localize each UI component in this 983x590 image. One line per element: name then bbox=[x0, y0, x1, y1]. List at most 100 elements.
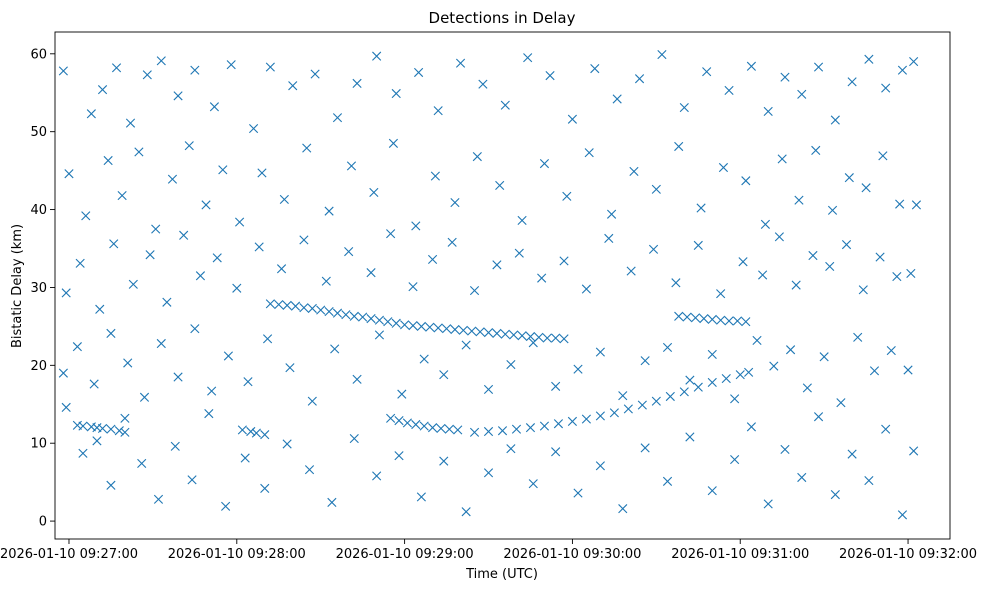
data-point bbox=[142, 70, 152, 80]
data-point bbox=[195, 271, 206, 281]
data-point bbox=[310, 69, 320, 79]
data-point bbox=[279, 194, 289, 205]
data-point bbox=[372, 471, 382, 481]
data-point bbox=[830, 115, 840, 125]
data-point bbox=[693, 382, 703, 392]
data-point bbox=[878, 151, 888, 161]
data-point bbox=[724, 85, 734, 95]
data-point bbox=[223, 351, 233, 361]
data-point bbox=[606, 209, 617, 219]
data-point bbox=[285, 363, 295, 373]
data-point bbox=[604, 233, 614, 243]
data-point bbox=[525, 423, 536, 433]
data-point bbox=[897, 65, 908, 75]
data-point bbox=[106, 480, 116, 490]
data-point bbox=[282, 300, 292, 310]
data-point bbox=[324, 307, 334, 317]
data-point bbox=[517, 331, 527, 341]
data-point bbox=[674, 141, 684, 152]
data-point bbox=[111, 63, 122, 73]
data-point bbox=[447, 237, 457, 247]
data-point bbox=[260, 430, 270, 440]
data-point bbox=[419, 354, 429, 364]
data-point bbox=[483, 384, 494, 395]
data-point bbox=[847, 449, 857, 459]
data-point bbox=[811, 145, 821, 155]
data-point bbox=[718, 162, 729, 173]
data-point bbox=[414, 67, 424, 78]
data-point bbox=[573, 364, 583, 374]
data-point bbox=[81, 211, 91, 221]
data-point bbox=[433, 323, 443, 333]
data-point bbox=[906, 268, 916, 279]
data-point bbox=[651, 396, 661, 406]
data-point bbox=[254, 242, 264, 252]
scatter-markers bbox=[58, 49, 922, 520]
data-point bbox=[125, 118, 136, 128]
data-point bbox=[679, 387, 689, 397]
data-point bbox=[909, 446, 919, 456]
data-point bbox=[909, 57, 919, 67]
data-point bbox=[366, 314, 376, 324]
data-point bbox=[609, 408, 619, 418]
data-point bbox=[439, 370, 449, 380]
x-tick-label: 2026-01-10 09:29:00 bbox=[336, 547, 474, 562]
data-point bbox=[321, 276, 331, 286]
data-point bbox=[506, 359, 516, 370]
data-point bbox=[374, 330, 385, 340]
data-point bbox=[386, 229, 396, 239]
y-tick-label: 50 bbox=[30, 125, 47, 140]
data-point bbox=[523, 53, 533, 63]
data-point bbox=[528, 479, 538, 489]
data-point bbox=[637, 400, 647, 410]
data-point bbox=[679, 102, 689, 113]
data-point bbox=[450, 324, 460, 335]
data-point bbox=[441, 324, 452, 334]
chart-title: Detections in Delay bbox=[429, 9, 576, 27]
data-point bbox=[769, 361, 779, 371]
data-point bbox=[137, 458, 147, 469]
data-point bbox=[97, 423, 108, 433]
data-point bbox=[702, 67, 712, 77]
data-point bbox=[106, 328, 116, 338]
data-point bbox=[699, 314, 709, 324]
data-point bbox=[366, 268, 376, 278]
data-point bbox=[685, 375, 695, 385]
data-point bbox=[95, 304, 105, 314]
data-point bbox=[514, 248, 524, 258]
data-point bbox=[553, 419, 564, 429]
data-point bbox=[500, 100, 510, 110]
data-point bbox=[467, 326, 477, 336]
data-point bbox=[685, 432, 695, 442]
data-point bbox=[861, 183, 871, 193]
data-point bbox=[573, 488, 583, 498]
data-point bbox=[665, 391, 675, 402]
data-point bbox=[106, 424, 116, 434]
data-point bbox=[64, 169, 74, 179]
data-point bbox=[391, 318, 401, 328]
data-point bbox=[730, 454, 740, 465]
data-point bbox=[819, 352, 829, 362]
data-point bbox=[184, 141, 194, 151]
data-point bbox=[75, 258, 85, 268]
data-point bbox=[153, 494, 164, 504]
data-point bbox=[78, 448, 88, 458]
data-point bbox=[492, 260, 502, 270]
data-point bbox=[506, 444, 516, 454]
data-point bbox=[791, 280, 801, 290]
data-point bbox=[226, 60, 236, 70]
data-point bbox=[847, 77, 857, 87]
data-point bbox=[394, 451, 404, 461]
data-point bbox=[657, 49, 667, 60]
data-point bbox=[402, 418, 412, 428]
data-point bbox=[707, 486, 717, 496]
data-point bbox=[330, 344, 340, 354]
data-point bbox=[511, 424, 522, 434]
data-point bbox=[483, 468, 494, 478]
data-point bbox=[170, 441, 180, 451]
data-point bbox=[419, 421, 429, 431]
data-point bbox=[173, 372, 183, 382]
data-point bbox=[693, 240, 703, 250]
x-tick-label: 2026-01-10 09:30:00 bbox=[503, 547, 641, 562]
